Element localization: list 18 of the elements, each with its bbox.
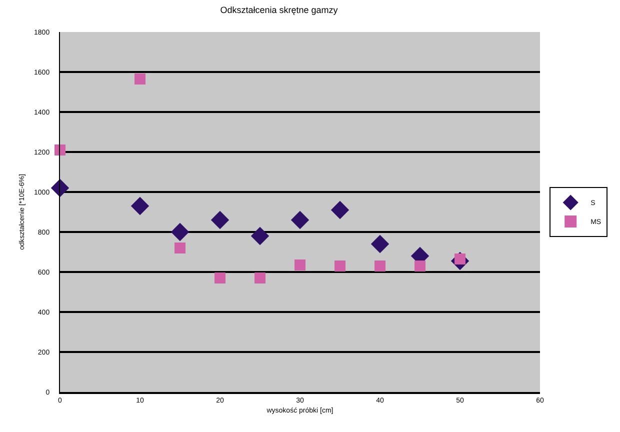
point	[214, 272, 226, 284]
chart-title: Odkształcenia skrętne gamzy	[220, 4, 338, 15]
point	[250, 226, 270, 246]
point	[334, 260, 346, 272]
point	[130, 196, 150, 216]
point	[170, 222, 190, 242]
point	[134, 74, 146, 84]
point	[174, 242, 186, 254]
point	[374, 260, 386, 272]
point	[210, 210, 230, 230]
point	[254, 272, 266, 284]
point	[50, 178, 70, 198]
point	[54, 144, 66, 156]
point	[294, 260, 306, 270]
point	[370, 234, 390, 254]
point	[414, 260, 426, 272]
point	[330, 200, 350, 220]
point	[290, 210, 310, 230]
